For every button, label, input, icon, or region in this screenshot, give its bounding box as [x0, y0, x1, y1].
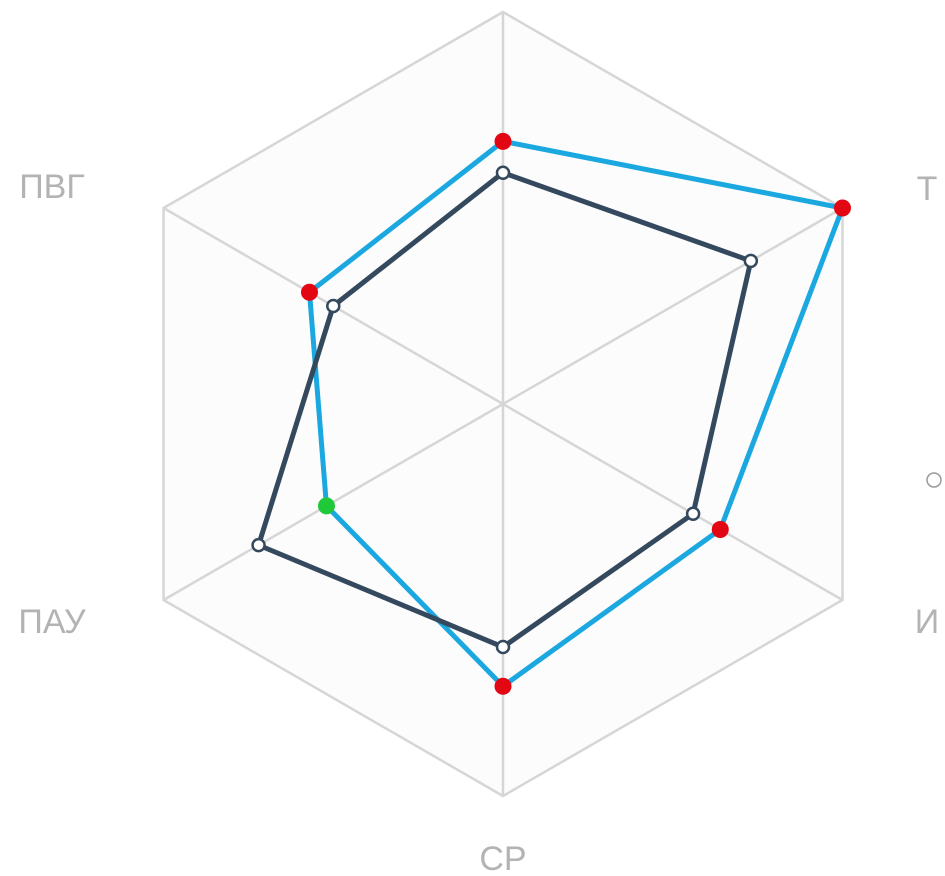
series-1-point-0[interactable] — [495, 165, 511, 180]
series-0-point-3[interactable] — [494, 677, 512, 695]
grid-spoke-1 — [502, 206, 844, 406]
axis-label-t: Т — [917, 170, 938, 208]
series-0-point-4[interactable] — [317, 497, 335, 515]
series-1-point-2[interactable] — [685, 506, 701, 522]
series-1-point-5[interactable] — [326, 298, 341, 314]
axis-label-pau: ПАУ — [18, 603, 86, 641]
axis-labels: Т И СР ПАУ ПВГ — [18, 168, 939, 876]
axis-label-i: И — [915, 603, 939, 641]
series-0-point-1[interactable] — [833, 199, 851, 217]
grid-spoke-2 — [502, 402, 844, 602]
axis-label-pvg: ПВГ — [19, 168, 85, 206]
legend-marker[interactable] — [926, 472, 942, 488]
axis-label-sr: СР — [479, 840, 526, 876]
series-0-point-2[interactable] — [711, 520, 729, 538]
legend[interactable] — [926, 472, 942, 488]
series-1-point-1[interactable] — [743, 253, 759, 269]
series-0-point-5[interactable] — [300, 283, 318, 301]
series-1-point-4[interactable] — [251, 537, 266, 553]
series-0-point-0[interactable] — [494, 132, 512, 150]
series-layer — [251, 132, 851, 695]
series-1-point-3[interactable] — [495, 639, 511, 655]
